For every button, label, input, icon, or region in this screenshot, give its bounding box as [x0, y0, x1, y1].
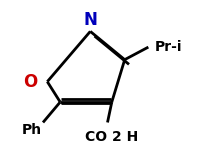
- Text: N: N: [83, 11, 97, 29]
- Text: O: O: [23, 73, 37, 91]
- Text: CO 2 H: CO 2 H: [85, 130, 138, 144]
- Text: Pr-i: Pr-i: [155, 40, 182, 54]
- Text: Ph: Ph: [22, 123, 42, 137]
